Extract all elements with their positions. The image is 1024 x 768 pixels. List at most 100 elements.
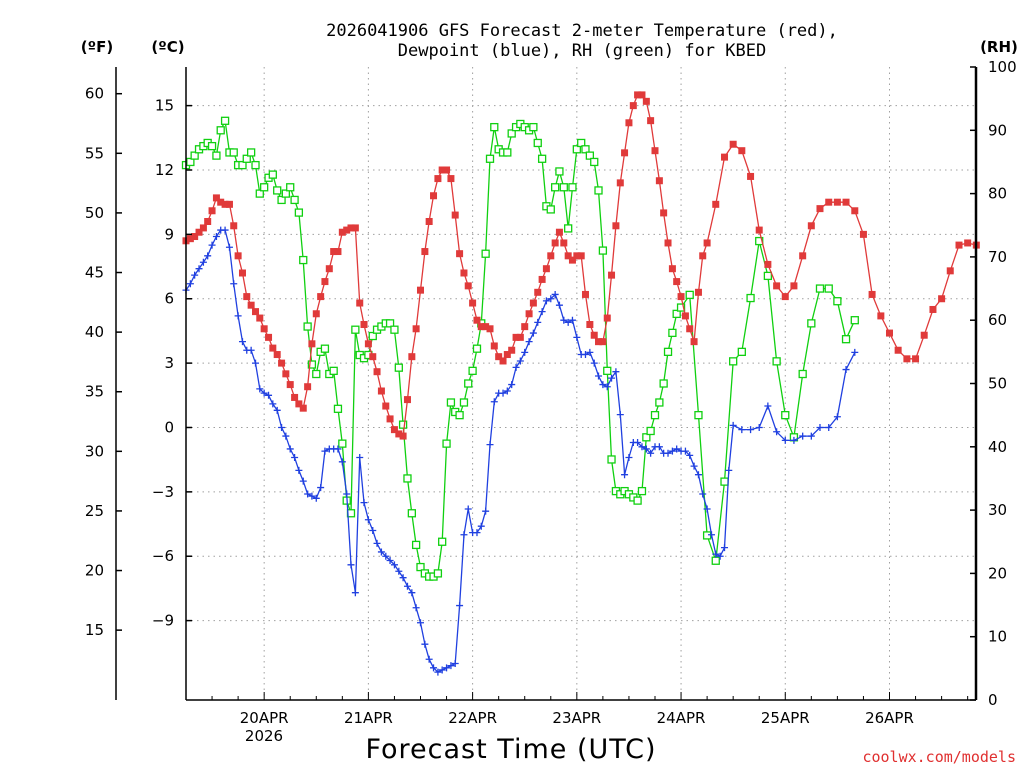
temperature-point bbox=[538, 275, 546, 283]
rh-point bbox=[694, 410, 703, 420]
date-label: 25APR bbox=[761, 709, 810, 727]
dewpoint-point bbox=[781, 436, 789, 444]
temperature-point bbox=[660, 209, 668, 217]
rh-point bbox=[468, 366, 477, 375]
temperature-point bbox=[225, 200, 233, 208]
dewpoint-point bbox=[655, 443, 663, 451]
temperature-point bbox=[191, 233, 199, 241]
temperature-point bbox=[807, 222, 815, 230]
temperature-point bbox=[508, 346, 516, 354]
rh-point bbox=[607, 455, 616, 464]
temperature-point bbox=[946, 267, 954, 275]
dewpoint-point bbox=[621, 471, 629, 479]
dewpoint-point bbox=[747, 426, 755, 434]
dewpoint-point bbox=[317, 484, 325, 492]
rh-point bbox=[824, 284, 833, 293]
dewpoint-point bbox=[716, 552, 724, 560]
series-layer bbox=[181, 91, 980, 676]
temperature-point bbox=[278, 359, 286, 367]
temperature-point bbox=[260, 325, 268, 333]
rh-point bbox=[433, 569, 443, 578]
rh-point bbox=[268, 170, 277, 179]
dewpoint-point bbox=[408, 589, 416, 597]
temperature-point bbox=[525, 310, 533, 318]
dewpoint-point bbox=[208, 241, 216, 249]
date-label: 23APR bbox=[552, 709, 601, 727]
temperature-point bbox=[534, 288, 542, 296]
c-tick-label: −3 bbox=[152, 483, 174, 501]
rh-point bbox=[572, 145, 581, 154]
temperature-point bbox=[512, 333, 520, 341]
rh-point bbox=[850, 316, 859, 325]
dewpoint-point bbox=[712, 550, 720, 558]
dewpoint-point bbox=[191, 271, 199, 279]
rh-tick-label: 10 bbox=[988, 628, 1007, 646]
rh-point bbox=[255, 189, 264, 198]
temperature-point bbox=[608, 271, 616, 279]
dewpoint-point bbox=[764, 402, 772, 410]
dewpoint-point bbox=[260, 389, 268, 397]
dewpoint-point bbox=[364, 516, 372, 524]
temperature-point bbox=[386, 415, 394, 423]
date-label: 22APR bbox=[448, 709, 497, 727]
dewpoint-point bbox=[564, 318, 572, 326]
dewpoint-point bbox=[221, 226, 229, 234]
dewpoint-point bbox=[616, 411, 624, 419]
temperature-point bbox=[369, 353, 377, 361]
temperature-point bbox=[595, 338, 603, 346]
temperature-point bbox=[529, 299, 537, 307]
temperature-point bbox=[673, 278, 681, 286]
rh-point bbox=[277, 195, 286, 205]
temperature-point bbox=[434, 175, 442, 183]
dewpoint-point bbox=[773, 428, 781, 436]
dewpoint-point bbox=[265, 391, 273, 399]
rh-tick-label: 20 bbox=[988, 564, 1007, 582]
temperature-point bbox=[208, 207, 216, 215]
rh-tick-label: 30 bbox=[988, 501, 1007, 519]
dewpoint-point bbox=[447, 662, 455, 670]
dewpoint-point bbox=[673, 445, 681, 453]
temperature-point bbox=[412, 325, 420, 333]
dewpoint-point bbox=[416, 619, 424, 627]
dewpoint-point bbox=[560, 316, 568, 324]
dewpoint-point bbox=[321, 447, 329, 455]
temperature-point bbox=[252, 308, 260, 316]
rh-point bbox=[729, 357, 738, 366]
dewpoint-point bbox=[516, 357, 524, 365]
rh-point bbox=[455, 410, 464, 420]
rh-point bbox=[564, 224, 573, 233]
temperature-point bbox=[833, 198, 841, 206]
c-tick-label: 12 bbox=[155, 161, 174, 179]
dewpoint-point bbox=[694, 471, 702, 479]
rh-point bbox=[385, 319, 395, 328]
c-tick-label: −6 bbox=[152, 547, 174, 565]
rh-point bbox=[781, 410, 790, 420]
rh-point bbox=[841, 335, 851, 344]
dewpoint-point bbox=[386, 557, 394, 565]
dewpoint-point bbox=[599, 381, 607, 389]
temperature-series bbox=[182, 91, 980, 440]
temperature-point bbox=[390, 426, 398, 434]
temperature-point bbox=[816, 205, 824, 213]
temperature-point bbox=[421, 248, 429, 256]
dewpoint-point bbox=[499, 389, 507, 397]
temperature-point bbox=[521, 323, 529, 331]
temperature-point bbox=[265, 333, 273, 341]
temperature-point bbox=[568, 256, 576, 264]
dewpoint-point bbox=[278, 423, 286, 431]
temperature-point bbox=[859, 230, 867, 238]
f-tick-label: 20 bbox=[85, 562, 104, 580]
rh-point bbox=[186, 157, 195, 167]
rh-point bbox=[633, 496, 642, 505]
dewpoint-point bbox=[456, 602, 464, 610]
rh-point bbox=[585, 151, 595, 160]
temperature-point bbox=[212, 194, 220, 202]
rh-point bbox=[394, 363, 403, 372]
temperature-point bbox=[721, 153, 729, 161]
temperature-point bbox=[299, 404, 307, 412]
rh-point bbox=[238, 160, 247, 170]
dewpoint-point bbox=[638, 443, 646, 451]
dewpoint-point bbox=[725, 466, 733, 474]
f-tick-label: 60 bbox=[85, 85, 104, 103]
temperature-point bbox=[464, 282, 472, 290]
